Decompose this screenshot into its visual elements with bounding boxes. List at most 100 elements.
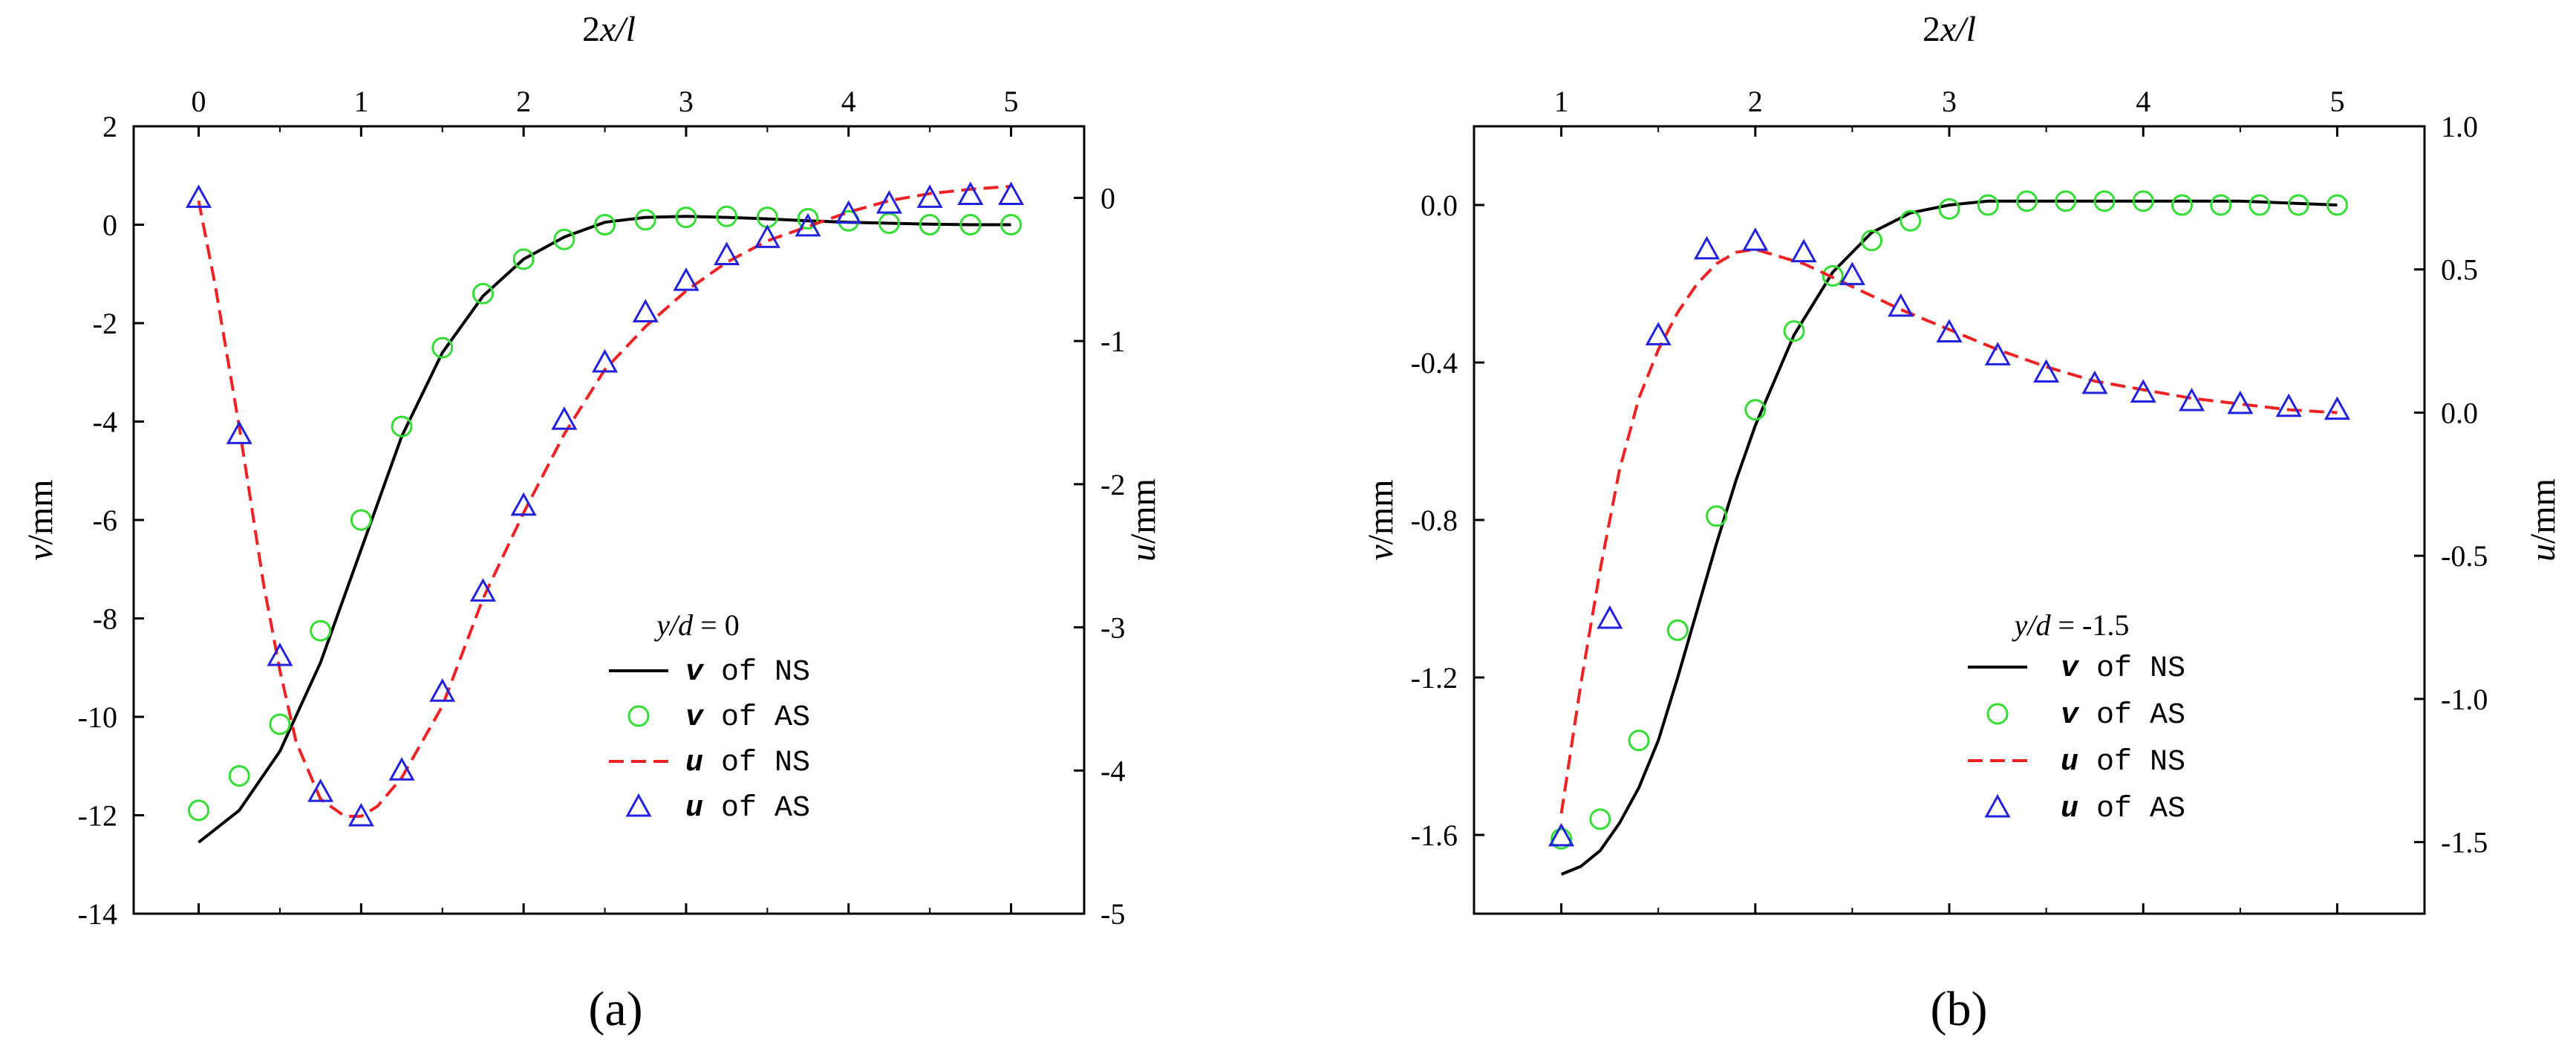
data-point <box>2324 396 2350 420</box>
data-point <box>1597 605 1623 629</box>
legend-title: y/d = -1.5 <box>2012 608 2130 642</box>
y-right-tick-label: 0.5 <box>2441 253 2478 287</box>
data-point <box>185 184 212 208</box>
series-line <box>197 184 1011 818</box>
data-point <box>634 209 656 231</box>
series-v-of-ns <box>198 215 1011 844</box>
data-point <box>835 200 862 224</box>
data-point <box>919 214 941 235</box>
y-right-tick-label: -0.5 <box>2441 539 2488 573</box>
data-point <box>959 214 982 235</box>
data-point <box>2015 190 2038 212</box>
x-tick-label: 3 <box>679 85 694 118</box>
data-point <box>2055 190 2077 212</box>
y-right-axis-title: u/mm <box>1124 478 1163 562</box>
data-point <box>797 208 819 230</box>
data-point <box>1861 230 1883 252</box>
legend-swatch <box>625 793 652 817</box>
data-point <box>2287 194 2309 216</box>
data-point <box>267 643 293 666</box>
panel-b: 1 2 3 4 5 0.0 -0.4 -0.8 -1.2 -1.6 1.0 0.5 0.0 -0.5 -1.… <box>1361 10 2563 915</box>
data-point <box>472 282 494 305</box>
data-point <box>1936 319 1963 343</box>
data-point <box>188 799 210 822</box>
data-point <box>2275 393 2302 417</box>
data-point <box>391 415 413 438</box>
legend-label: u of AS <box>685 792 810 825</box>
data-point <box>1783 320 1805 342</box>
data-point <box>350 509 372 531</box>
data-point <box>632 299 659 323</box>
legend-label: u of NS <box>2061 746 2185 779</box>
y-right-tick-label: -1.0 <box>2441 683 2488 716</box>
data-point <box>1551 828 1573 850</box>
data-point <box>714 241 740 265</box>
y-left-tick-label: -6 <box>93 504 117 537</box>
data-point <box>1822 264 1844 287</box>
legend-label: v of AS <box>2061 699 2185 732</box>
data-point <box>1984 342 2011 365</box>
y-left-tick-label: -8 <box>93 602 117 636</box>
data-point <box>716 205 738 227</box>
series-v-of-ns <box>1560 199 2338 876</box>
x-tick-label: 5 <box>2329 85 2344 118</box>
series-line <box>1560 199 2338 876</box>
legend: y/d = -1.5 v of NS v of AS u of NS u of AS <box>1968 608 2185 826</box>
data-point <box>2130 379 2156 403</box>
x-tick-label: 1 <box>353 85 368 118</box>
data-point <box>307 778 334 802</box>
y-left-tick-label: -14 <box>78 897 117 931</box>
data-point <box>2033 359 2060 383</box>
legend-swatch <box>1984 793 2011 818</box>
data-point <box>510 492 537 516</box>
data-point <box>594 214 616 235</box>
y-left-tick-label: -0.4 <box>1411 346 1458 380</box>
data-point <box>1938 198 1960 220</box>
plot-frame <box>1473 125 2426 915</box>
data-point <box>957 181 984 206</box>
y-right-tick-label: -2 <box>1100 468 1125 501</box>
legend-label: u of AS <box>2061 793 2185 826</box>
x-tick-label: 0 <box>192 85 206 118</box>
data-point <box>1645 322 1672 345</box>
data-point <box>1706 505 1728 527</box>
data-point <box>2178 387 2205 412</box>
data-point <box>675 207 697 229</box>
data-point <box>1977 194 1999 216</box>
data-point <box>1888 293 1914 317</box>
data-point <box>1744 399 1767 421</box>
y-left-axis-title: v/mm <box>21 479 60 560</box>
data-point <box>1693 235 1721 260</box>
x-axis-title: 2x/l <box>582 10 636 49</box>
legend-label: u of NS <box>685 747 810 780</box>
data-point <box>1839 261 1865 285</box>
series-line <box>1559 247 2338 814</box>
data-point <box>2210 194 2232 216</box>
x-tick-label: 3 <box>1942 85 1957 118</box>
data-point <box>2132 190 2154 212</box>
legend-swatch <box>1986 703 2009 725</box>
legend-swatch <box>627 705 650 727</box>
x-tick-label: 4 <box>2136 85 2151 118</box>
y-left-axis-title: v/mm <box>1361 479 1401 560</box>
legend-label: v of AS <box>685 701 810 735</box>
data-point <box>1790 238 1817 263</box>
y-left-tick-label: 0 <box>102 209 117 242</box>
y-right-axis-title: u/mm <box>2523 478 2563 562</box>
y-left-tick-label: -4 <box>93 406 117 439</box>
data-point <box>754 224 780 248</box>
plot-frame <box>132 125 1086 915</box>
y-left-tick-label: -0.8 <box>1411 504 1458 537</box>
data-point <box>2227 390 2254 415</box>
data-point <box>1742 227 1769 251</box>
data-point <box>997 181 1025 206</box>
x-tick-label: 5 <box>1004 85 1019 118</box>
x-tick-label: 2 <box>516 85 531 118</box>
data-point <box>916 184 943 208</box>
y-left-tick-label: -1.2 <box>1411 661 1458 695</box>
series-u-of-ns <box>197 184 1011 818</box>
series-u-of-as <box>185 181 1025 827</box>
y-right-tick-label: 0.0 <box>2441 396 2478 429</box>
data-point <box>2326 194 2348 216</box>
data-point <box>1548 822 1575 847</box>
